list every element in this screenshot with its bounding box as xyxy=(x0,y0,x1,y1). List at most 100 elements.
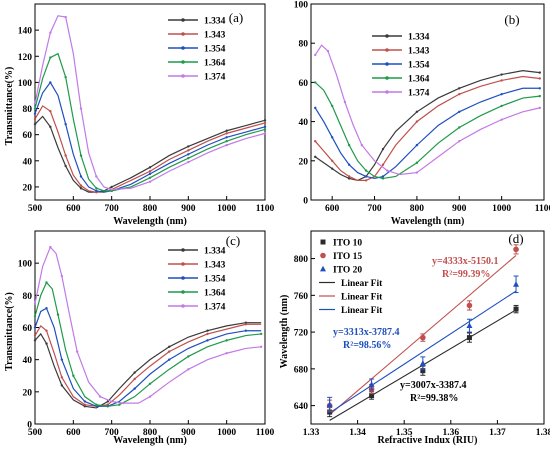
data-point xyxy=(500,104,503,108)
data-point xyxy=(83,400,87,403)
data-point xyxy=(148,170,152,173)
y-tick-label: 60 xyxy=(299,79,309,89)
data-point xyxy=(187,153,190,156)
data-point xyxy=(206,329,209,332)
data-point xyxy=(79,184,83,187)
panel-c: 500 600 700 800 900 1000 1100 0 20 40 60 80 100 Wavel… xyxy=(4,230,275,446)
data-point xyxy=(148,176,152,179)
data-point xyxy=(33,117,37,121)
y-tick-label: 20 xyxy=(23,183,33,193)
y-tick-label: 760 xyxy=(294,292,309,302)
data-point xyxy=(148,382,152,385)
x-tick-label: 900 xyxy=(181,428,196,438)
data-point xyxy=(75,350,79,353)
data-point xyxy=(364,179,368,182)
y-tick-label: 720 xyxy=(294,329,309,339)
data-point xyxy=(33,334,37,337)
panel-d: 1.33 1.34 1.35 1.36 1.37 1.38 640 680 720 760 800 R… xyxy=(279,230,550,446)
data-point xyxy=(133,371,136,374)
fit-r-squared: R²=99.38% xyxy=(410,393,458,404)
data-point xyxy=(466,322,473,329)
x-tick-label: 600 xyxy=(66,204,81,214)
data-point xyxy=(33,112,37,115)
data-point xyxy=(148,172,152,176)
data-point xyxy=(33,123,37,126)
data-point xyxy=(60,358,64,361)
data-point xyxy=(206,332,209,336)
legend-label: ITO 20 xyxy=(333,266,362,276)
data-point xyxy=(225,140,228,143)
data-point xyxy=(343,100,347,104)
data-point xyxy=(167,358,171,361)
legend-marker xyxy=(181,290,185,294)
data-point xyxy=(263,128,267,131)
data-point xyxy=(49,109,52,113)
y-tick-label: 120 xyxy=(18,53,33,63)
data-point xyxy=(133,377,136,381)
y-tick-label: 40 xyxy=(23,157,33,167)
data-point xyxy=(133,387,136,390)
data-point xyxy=(225,132,228,135)
data-point xyxy=(381,163,385,166)
data-point xyxy=(538,77,541,80)
data-point xyxy=(330,104,334,108)
series-line xyxy=(34,322,262,409)
legend-marker xyxy=(181,248,185,252)
data-point xyxy=(326,401,333,408)
data-point xyxy=(419,360,426,366)
data-point xyxy=(45,329,48,332)
data-point xyxy=(118,403,121,406)
data-point xyxy=(415,143,419,147)
data-point xyxy=(347,163,351,166)
legend-marker xyxy=(320,252,326,259)
legend-label: 1.334 xyxy=(204,17,226,27)
y-tick-label: 800 xyxy=(294,255,309,265)
data-point xyxy=(415,120,419,123)
legend-label: 1.354 xyxy=(204,45,226,55)
y-tick-label: 60 xyxy=(23,324,33,334)
legend-marker xyxy=(181,304,185,308)
data-point xyxy=(458,110,461,114)
legend-marker xyxy=(181,18,185,22)
data-point xyxy=(347,177,351,180)
data-point xyxy=(60,274,64,278)
data-point xyxy=(148,395,152,398)
legend-marker xyxy=(385,76,389,80)
y-axis-title: Transmittance(%) xyxy=(4,67,15,146)
legend-marker xyxy=(181,32,185,36)
data-point xyxy=(360,143,364,147)
data-point xyxy=(60,384,64,387)
data-point xyxy=(538,106,541,110)
panel-label: (d) xyxy=(508,231,523,246)
data-point xyxy=(187,160,190,164)
y-tick-label: 0 xyxy=(27,421,32,431)
x-tick-label: 800 xyxy=(410,204,425,214)
data-point xyxy=(64,154,67,157)
x-tick-label: 1100 xyxy=(256,428,275,438)
y-tick-label: 100 xyxy=(294,1,309,11)
y-axis-title: Wavelength (nm) xyxy=(279,295,290,369)
legend-label: ITO 10 xyxy=(333,239,362,249)
data-point xyxy=(513,281,520,287)
data-point xyxy=(79,187,83,190)
y-tick-label: 640 xyxy=(294,402,309,412)
data-point xyxy=(187,145,190,148)
data-point xyxy=(148,180,152,183)
data-point xyxy=(458,87,461,90)
legend-marker xyxy=(181,46,185,50)
x-tick-label: 600 xyxy=(325,204,340,214)
legend-label: 1.334 xyxy=(408,33,430,43)
data-point xyxy=(420,368,426,374)
x-tick-label: 1.35 xyxy=(396,428,413,438)
data-point xyxy=(98,395,102,398)
x-tick-label: 700 xyxy=(367,204,382,214)
data-point xyxy=(458,92,461,96)
data-point xyxy=(263,125,267,129)
x-tick-label: 1000 xyxy=(492,204,511,214)
data-point xyxy=(330,136,334,139)
data-point xyxy=(415,161,419,164)
data-point xyxy=(49,81,52,84)
series-line xyxy=(34,245,262,404)
fit-equation: y=3313x-3787.4 xyxy=(333,327,400,338)
